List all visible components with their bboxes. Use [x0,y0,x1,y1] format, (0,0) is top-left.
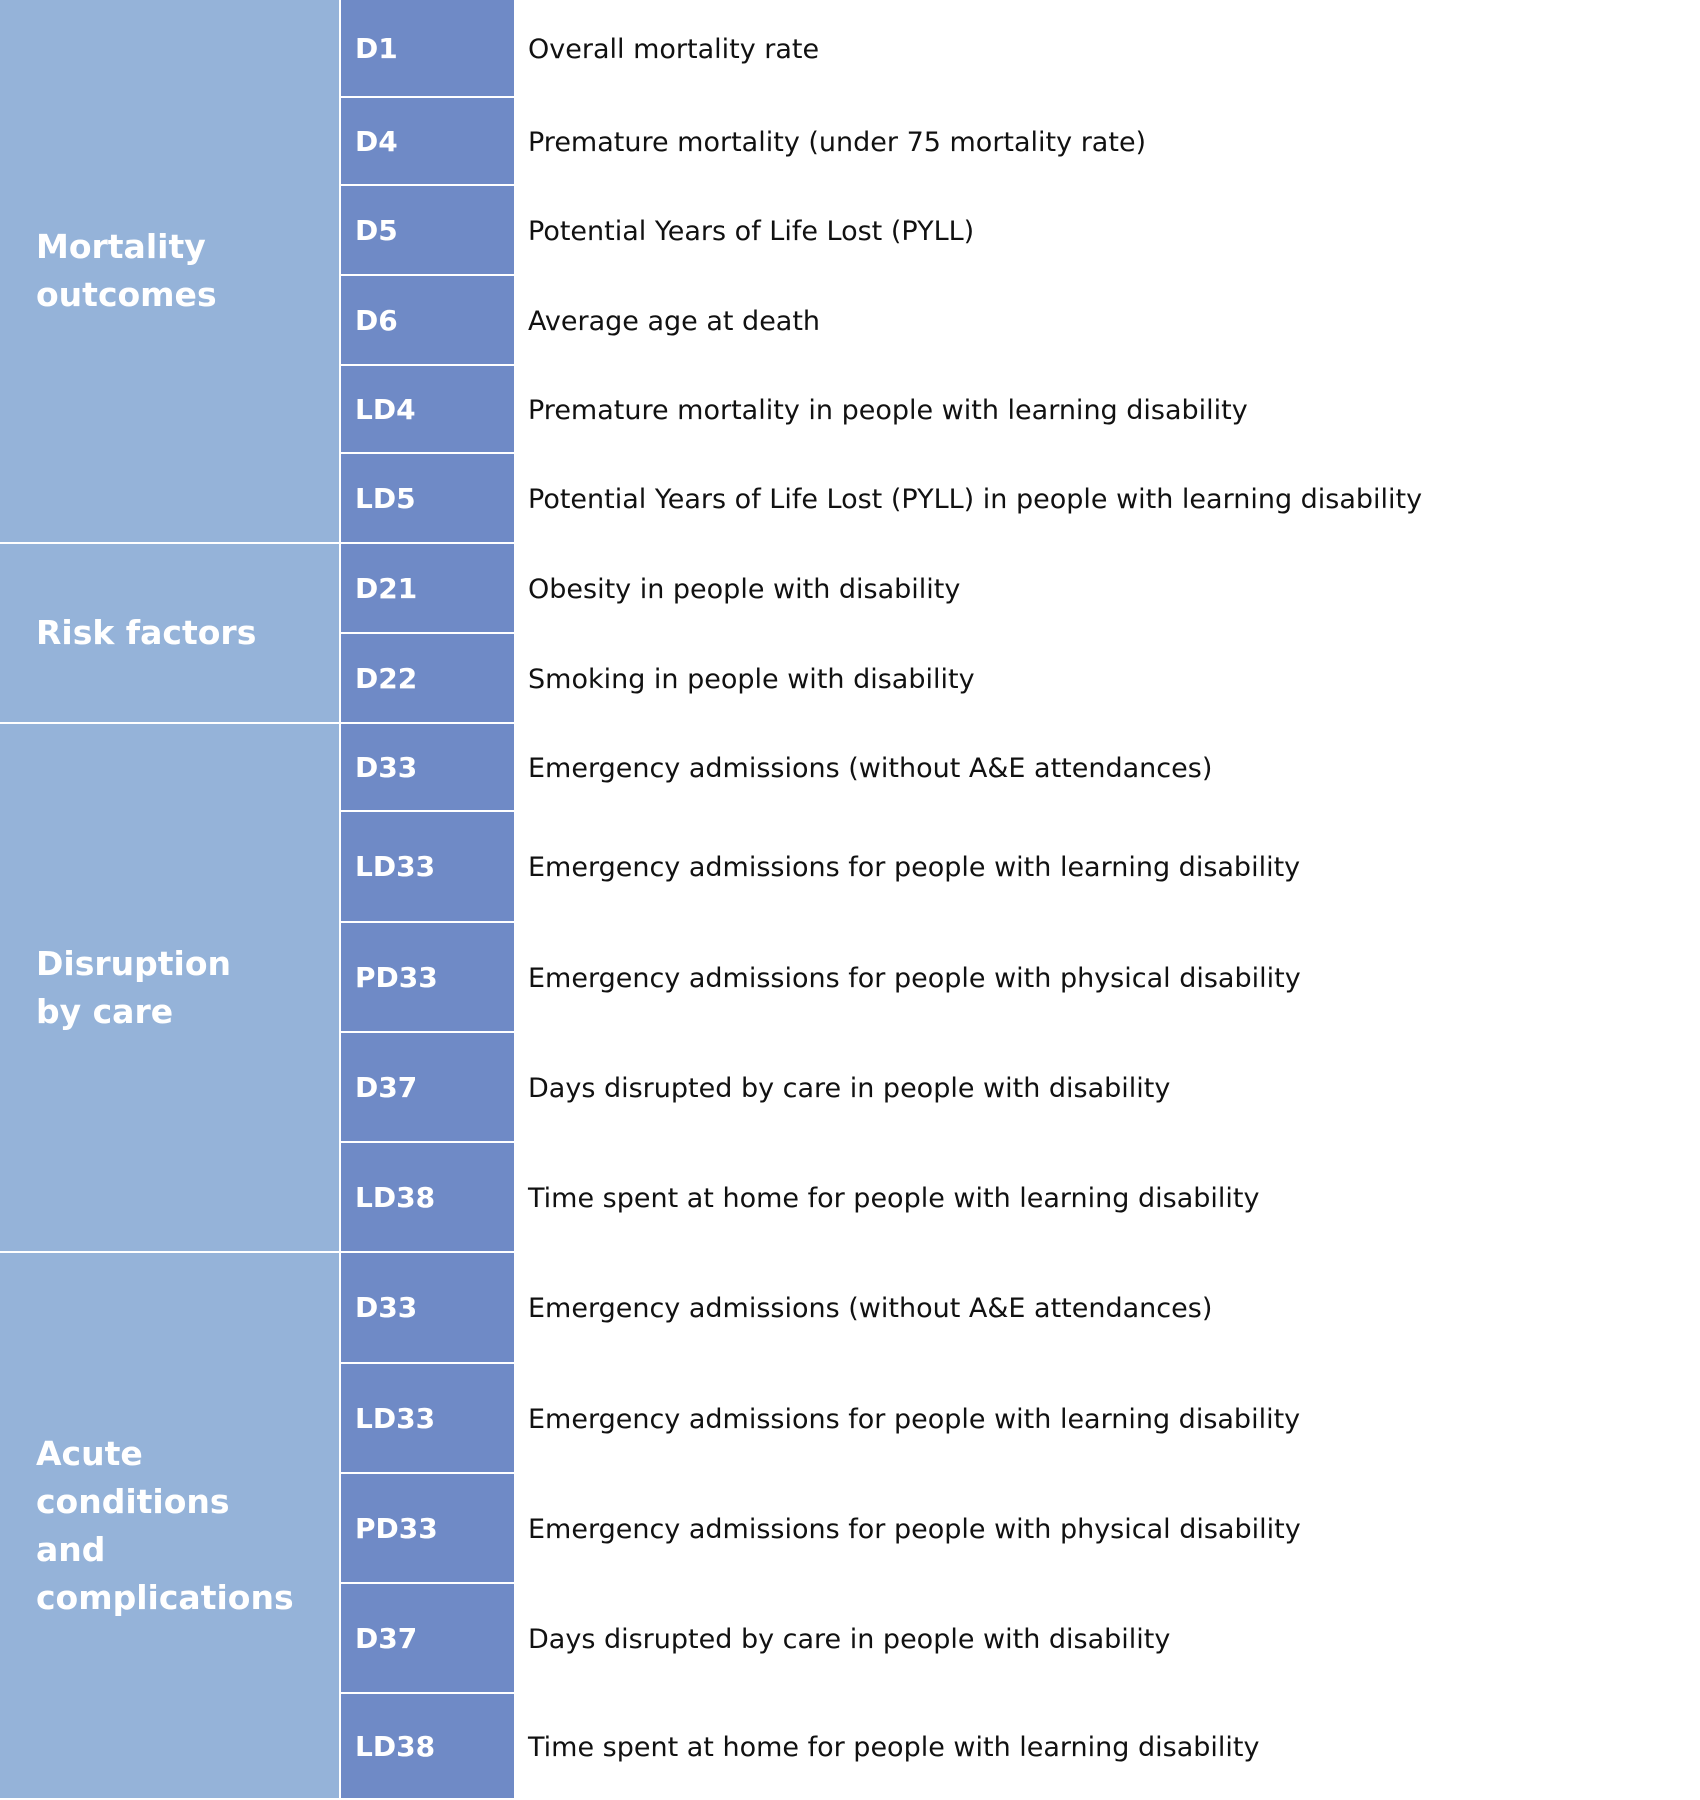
indicator-code: D6 [341,276,514,366]
indicator-description: Emergency admissions (without A&E attend… [528,1293,1213,1324]
indicator-code: LD38 [341,1143,514,1253]
indicator-description: Obesity in people with disability [528,573,961,605]
indicator-code: D37 [341,1033,514,1143]
indicator-description: Time spent at home for people with learn… [528,1731,1260,1763]
indicator-code: D21 [341,544,514,634]
indicator-description: Premature mortality in people with learn… [528,394,1248,426]
indicator-code: PD33 [341,1474,514,1584]
indicator-code: LD33 [341,1364,514,1474]
indicator-description: Potential Years of Life Lost (PYLL) [528,215,975,247]
indicator-code: D33 [341,1253,514,1364]
indicator-code: D4 [341,98,514,186]
indicator-description: Days disrupted by care in people with di… [528,1072,1171,1104]
group-label: Acute conditions and complications [0,1253,339,1800]
indicator-description: Emergency admissions for people with phy… [528,962,1301,994]
indicator-code: D37 [341,1584,514,1694]
indicator-code: D22 [341,634,514,724]
indicator-description: Emergency admissions for people with lea… [528,1403,1301,1435]
group-label: Disruption by care [0,724,339,1253]
indicator-description: Emergency admissions (without A&E attend… [528,752,1213,784]
indicator-code: LD33 [341,812,514,923]
indicator-code: PD33 [341,923,514,1033]
group-label: Mortality outcomes [0,0,339,544]
indicator-description: Smoking in people with disability [528,663,975,695]
indicator-code: D5 [341,186,514,276]
indicator-code: LD5 [341,454,514,544]
indicator-description: Time spent at home for people with learn… [528,1182,1260,1214]
group-label: Risk factors [0,544,339,724]
indicator-description: Premature mortality (under 75 mortality … [528,126,1147,158]
indicator-description: Overall mortality rate [528,33,820,65]
indicator-description: Average age at death [528,305,821,337]
indicator-code: LD38 [341,1694,514,1800]
indicator-description: Days disrupted by care in people with di… [528,1623,1171,1655]
indicator-code: LD4 [341,366,514,454]
indicator-description: Potential Years of Life Lost (PYLL) in p… [528,483,1423,515]
indicator-code: D33 [341,724,514,812]
indicator-description: Emergency admissions for people with phy… [528,1513,1301,1545]
indicator-description: Emergency admissions for people with lea… [528,852,1301,883]
indicator-code: D1 [341,0,514,98]
